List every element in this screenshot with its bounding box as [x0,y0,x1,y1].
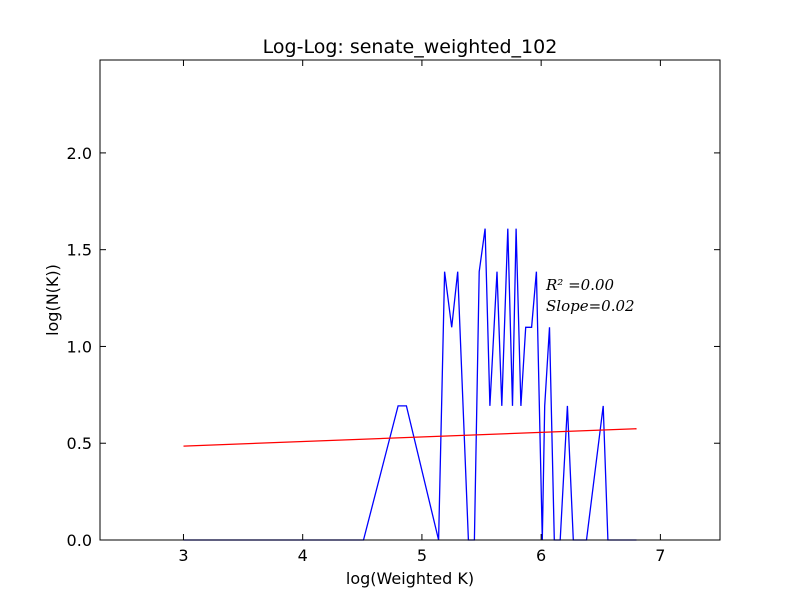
y-axis-title: log(N(K)) [43,264,62,336]
x-axis-title: log(Weighted K) [346,569,474,588]
chart-title: Log-Log: senate_weighted_102 [263,36,558,58]
x-tick-label: 7 [655,546,665,565]
plot-frame [99,59,721,541]
y-tick-label: 0.0 [67,531,92,550]
x-tick-label: 5 [417,546,427,565]
y-tick-label: 2.0 [67,144,92,163]
series-line-2 [183,428,637,447]
y-tick-label: 1.0 [67,337,92,356]
ticks-layer: 3 4 5 6 7 0.0 0.5 1.0 1.5 2.0 [67,60,720,565]
r2-annotation: R² =0.00 [545,276,614,294]
x-tick-label: 3 [178,546,188,565]
y-tick-label: 0.5 [67,434,92,453]
slope-annotation: Slope=0.02 [546,297,635,315]
x-tick-label: 4 [298,546,308,565]
x-tick-label: 6 [536,546,546,565]
plot-area [100,60,720,540]
series-layer [183,228,637,541]
y-tick-label: 1.5 [67,241,92,260]
series-line-1 [183,228,637,541]
